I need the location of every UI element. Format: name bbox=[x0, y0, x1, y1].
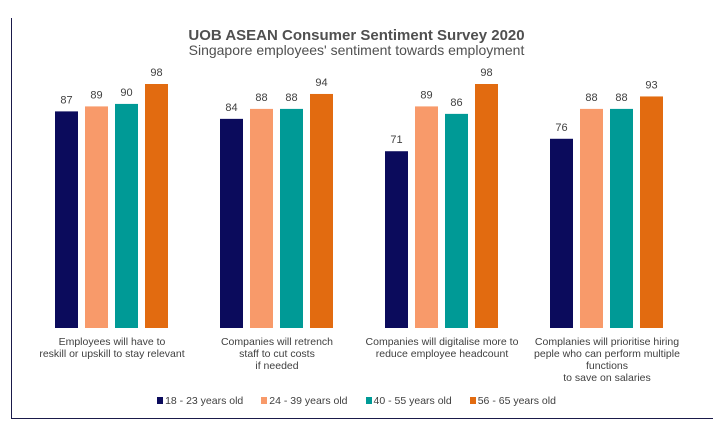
legend-item: 40 - 55 years old bbox=[365, 395, 452, 407]
chart-subtitle: Singapore employees' sentiment towards e… bbox=[188, 42, 525, 58]
data-label: 84 bbox=[225, 102, 237, 114]
legend-label: 24 - 39 years old bbox=[269, 395, 348, 407]
bar bbox=[640, 96, 663, 329]
data-label: 88 bbox=[255, 92, 267, 104]
data-label: 88 bbox=[285, 92, 297, 104]
data-label: 87 bbox=[60, 94, 72, 106]
category-label: Companies will retrench staff to cut cost… bbox=[220, 336, 334, 372]
data-label: 90 bbox=[120, 87, 132, 99]
legend-label: 56 - 65 years old bbox=[477, 395, 556, 407]
bar bbox=[445, 113, 468, 328]
chart-title: UOB ASEAN Consumer Sentiment Survey 2020 bbox=[188, 27, 525, 44]
bar bbox=[610, 108, 633, 329]
legend-label: 18 - 23 years old bbox=[165, 395, 244, 407]
legend-item: 24 - 39 years old bbox=[261, 395, 348, 407]
bar bbox=[475, 84, 498, 328]
data-label: 88 bbox=[585, 92, 597, 104]
legend-label: 40 - 55 years old bbox=[373, 395, 452, 407]
bar bbox=[115, 103, 138, 328]
bar bbox=[250, 108, 273, 329]
legend-item: 56 - 65 years old bbox=[469, 395, 556, 407]
category-label: Companies will digitalise more to reduce … bbox=[365, 336, 519, 360]
data-label: 88 bbox=[615, 92, 627, 104]
legend: 18 - 23 years old 24 - 39 years old 40 - 5… bbox=[0, 395, 713, 407]
category-label: Complanies will prioritise hiring peple w… bbox=[534, 336, 680, 384]
legend-swatch bbox=[157, 397, 164, 404]
bar bbox=[580, 108, 603, 329]
data-label: 71 bbox=[390, 134, 402, 146]
legend-swatch bbox=[469, 397, 476, 404]
bar bbox=[145, 84, 168, 328]
bar bbox=[310, 93, 333, 328]
data-label: 94 bbox=[315, 77, 327, 89]
bar bbox=[85, 106, 108, 328]
data-label: 76 bbox=[555, 122, 567, 134]
bar bbox=[550, 138, 573, 328]
bar bbox=[55, 111, 78, 328]
legend-item: 18 - 23 years old bbox=[157, 395, 243, 407]
data-label: 86 bbox=[450, 97, 462, 109]
legend-swatch bbox=[365, 397, 372, 404]
data-label: 98 bbox=[480, 67, 492, 79]
legend-swatch bbox=[261, 397, 268, 404]
chart-frame bbox=[11, 18, 713, 419]
data-label: 89 bbox=[420, 89, 432, 101]
bar bbox=[385, 151, 408, 328]
category-label: Employees will have to reskill or upskill… bbox=[39, 336, 185, 360]
bar bbox=[280, 108, 303, 329]
data-label: 98 bbox=[150, 67, 162, 79]
data-label: 93 bbox=[645, 79, 657, 91]
bar bbox=[415, 106, 438, 328]
data-label: 89 bbox=[90, 89, 102, 101]
bar bbox=[220, 118, 243, 328]
